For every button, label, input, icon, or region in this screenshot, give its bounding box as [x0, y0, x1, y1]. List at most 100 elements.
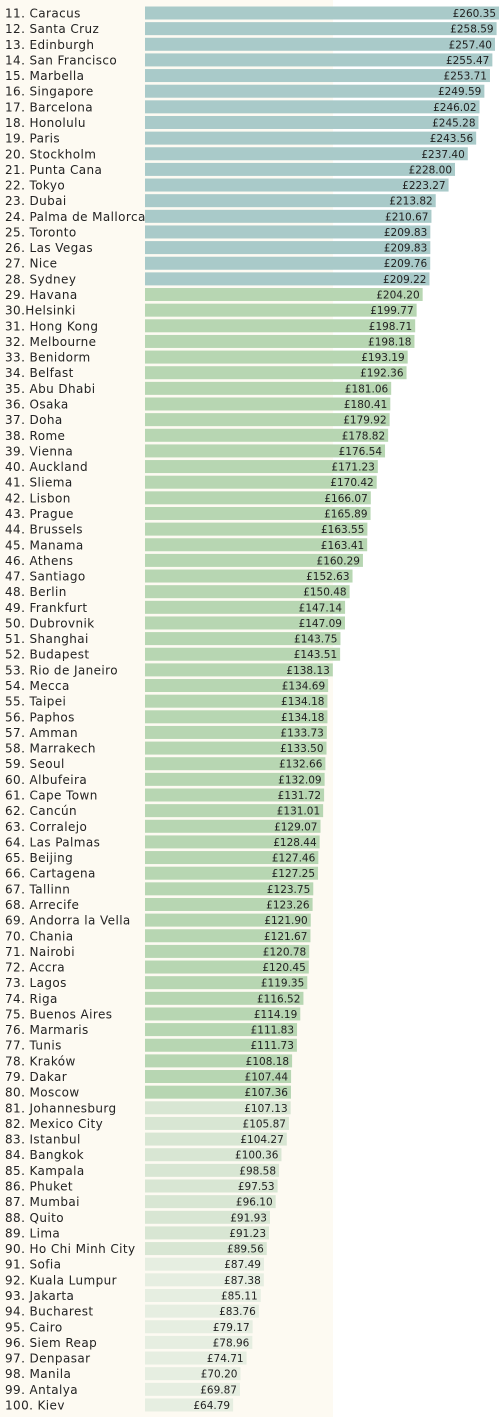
category-label: 58. Marrakech	[5, 742, 96, 756]
value-label: £150.48	[303, 587, 346, 599]
value-label: £128.44	[273, 837, 317, 849]
category-label: 48. Berlin	[5, 585, 67, 599]
value-label: £134.69	[282, 681, 325, 693]
bar	[145, 553, 363, 567]
category-label: 99. Antalya	[5, 1383, 78, 1397]
bar	[145, 288, 423, 302]
category-label: 21. Punta Cana	[5, 163, 102, 177]
value-label: £147.09	[299, 618, 342, 630]
value-label: £260.35	[453, 8, 496, 20]
bar	[145, 272, 430, 286]
value-label: £107.36	[245, 1087, 289, 1099]
category-label: 23. Dubai	[5, 194, 67, 208]
bar	[145, 1226, 270, 1240]
category-label: 41. Sliema	[5, 476, 73, 490]
bar	[145, 835, 320, 849]
category-label: 96. Siem Reap	[5, 1336, 97, 1350]
bar	[145, 319, 416, 333]
category-label: 83. Istanbul	[5, 1133, 81, 1147]
bar	[145, 991, 304, 1005]
value-label: £131.01	[277, 806, 320, 818]
bar	[145, 460, 378, 474]
bar	[145, 897, 313, 911]
value-label: £152.63	[306, 571, 349, 583]
value-label: £163.55	[321, 524, 364, 536]
bar	[145, 366, 407, 380]
value-label: £204.20	[376, 290, 419, 302]
bar	[145, 1398, 234, 1412]
value-label: £87.38	[224, 1275, 261, 1287]
value-label: £209.83	[384, 243, 427, 255]
value-label: £198.71	[369, 321, 412, 333]
value-label: £121.67	[264, 931, 307, 943]
bar	[145, 1335, 253, 1349]
value-label: £257.40	[449, 39, 492, 51]
value-label: £120.78	[263, 946, 306, 958]
bar	[145, 84, 485, 98]
category-label: 57. Amman	[5, 726, 78, 740]
category-label: 46. Athens	[5, 554, 73, 568]
category-label: 56. Paphos	[5, 710, 75, 724]
category-label: 73. Lagos	[5, 976, 67, 990]
category-label: 71. Nairobi	[5, 945, 75, 959]
bar	[145, 851, 319, 865]
category-label: 42. Lisbon	[5, 491, 71, 505]
category-label: 87. Mumbai	[5, 1195, 80, 1209]
value-label: £160.29	[317, 555, 360, 567]
bar	[145, 131, 477, 145]
value-label: £209.22	[383, 274, 426, 286]
category-label: 40. Auckland	[5, 460, 88, 474]
bar	[145, 1257, 264, 1271]
category-label: 32. Melbourne	[5, 335, 96, 349]
bar	[145, 960, 309, 974]
bar	[145, 69, 490, 83]
value-label: £108.18	[246, 1056, 289, 1068]
category-label: 70. Chania	[5, 929, 74, 943]
category-label: 100. Kiev	[5, 1398, 65, 1412]
value-label: £246.02	[433, 102, 476, 114]
category-label: 51. Shanghai	[5, 632, 89, 646]
bar	[145, 710, 328, 724]
value-label: £104.27	[240, 1134, 283, 1146]
bar	[145, 428, 389, 442]
bar	[145, 162, 456, 176]
bar	[145, 491, 371, 505]
category-label: 85. Kampala	[5, 1164, 85, 1178]
value-label: £85.11	[221, 1290, 258, 1302]
value-label: £181.06	[345, 383, 389, 395]
category-label: 20. Stockholm	[5, 147, 96, 161]
bar	[145, 100, 480, 114]
bar	[145, 772, 325, 786]
bar	[145, 147, 468, 161]
value-label: £69.87	[200, 1384, 237, 1396]
value-label: £121.90	[264, 915, 307, 927]
bar	[145, 882, 314, 896]
category-label: 29. Havana	[5, 288, 78, 302]
value-label: £111.73	[250, 1040, 293, 1052]
value-label: £123.26	[266, 899, 310, 911]
value-label: £134.18	[281, 696, 324, 708]
bar	[145, 866, 319, 880]
category-label: 36. Osaka	[5, 398, 69, 412]
category-label: 63. Corralejo	[5, 820, 87, 834]
category-label: 88. Quito	[5, 1211, 64, 1225]
bar	[145, 788, 325, 802]
category-label: 54. Mecca	[5, 679, 70, 693]
bar	[145, 1367, 241, 1381]
value-label: £245.28	[432, 117, 475, 129]
value-label: £171.23	[331, 462, 374, 474]
bar	[145, 538, 368, 552]
bar	[145, 600, 346, 614]
value-label: £213.82	[389, 196, 432, 208]
value-label: £170.42	[330, 477, 373, 489]
category-label: 25. Toronto	[5, 225, 77, 239]
bar	[145, 225, 431, 239]
category-label: 74. Riga	[5, 992, 58, 1006]
bar	[145, 819, 321, 833]
category-label: 27. Nice	[5, 257, 57, 271]
category-label: 26. Las Vegas	[5, 241, 93, 255]
bar	[145, 194, 436, 208]
value-label: £70.20	[201, 1369, 238, 1381]
value-label: £178.82	[342, 430, 385, 442]
bar	[145, 1054, 293, 1068]
